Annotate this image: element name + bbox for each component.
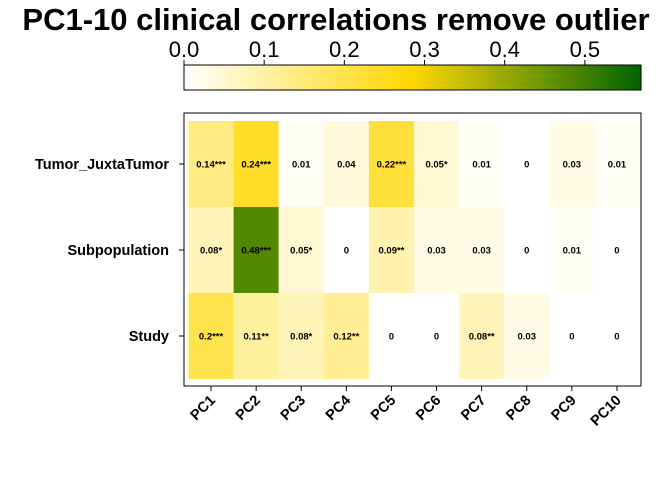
cell-value-label: 0	[614, 246, 619, 257]
cell-value-label: 0.24***	[241, 160, 271, 171]
column-label: PC3	[278, 393, 309, 424]
heatmap-cell	[414, 293, 460, 379]
heatmap-cell	[188, 121, 234, 207]
heatmap-cell	[278, 293, 324, 379]
color-scale-tick-label: 0.5	[570, 37, 601, 62]
heatmap-cell	[504, 293, 550, 379]
cell-value-label: 0.08*	[290, 332, 312, 343]
heatmap-cell	[594, 207, 640, 293]
heatmap-cell	[368, 207, 414, 293]
column-label: PC8	[503, 393, 534, 424]
color-scale-legend: 0.0 0.1 0.2 0.3 0.4 0.5	[169, 37, 642, 91]
chart-title: PC1-10 clinical correlations remove outl…	[22, 2, 649, 37]
heatmap-cell	[504, 207, 550, 293]
cell-value-label: 0.05*	[290, 246, 312, 257]
heatmap-cell	[414, 207, 460, 293]
column-label: PC4	[323, 393, 354, 424]
cell-value-label: 0.03	[472, 246, 491, 257]
cell-value-label: 0	[524, 160, 529, 171]
heatmap-cell	[459, 207, 505, 293]
cell-value-label: 0	[569, 332, 574, 343]
cell-value-label: 0	[434, 332, 439, 343]
cell-value-label: 0.05*	[425, 160, 447, 171]
heatmap-cell	[459, 121, 505, 207]
cell-value-label: 0.01	[292, 160, 311, 171]
heatmap-cell	[504, 121, 550, 207]
cell-value-label: 0.01	[608, 160, 627, 171]
cell-value-label: 0.01	[563, 246, 582, 257]
cell-value-label: 0	[524, 246, 529, 257]
column-label: PC10	[588, 393, 625, 430]
heatmap-cell	[233, 293, 279, 379]
heatmap-cell	[323, 121, 369, 207]
heatmap-cell	[594, 121, 640, 207]
cell-value-label: 0.48***	[241, 246, 271, 257]
cell-value-label: 0.03	[563, 160, 582, 171]
column-label: PC7	[458, 393, 489, 424]
heatmap-cell	[459, 293, 505, 379]
heatmap-cell	[233, 207, 279, 293]
heatmap-cell	[278, 207, 324, 293]
cell-value-label: 0.08*	[200, 246, 222, 257]
cell-value-label: 0.09**	[379, 246, 405, 257]
cell-value-label: 0.08**	[469, 332, 495, 343]
cell-value-label: 0.03	[518, 332, 537, 343]
heatmap-cell	[594, 293, 640, 379]
cell-value-label: 0.03	[427, 246, 446, 257]
cell-value-label: 0.04	[337, 160, 356, 171]
cell-value-label: 0.01	[472, 160, 491, 171]
color-scale-bar	[183, 64, 642, 91]
column-label: PC6	[413, 393, 444, 424]
column-label: PC5	[368, 393, 399, 424]
cell-value-label: 0.12**	[333, 332, 359, 343]
column-labels: PC1 PC2 PC3 PC4 PC5 PC6 PC7 PC8 PC9 PC10	[188, 386, 625, 429]
row-label: Subpopulation	[68, 243, 169, 259]
heatmap-cells: 0.14*** 0.24*** 0.01 0.04 0.22*** 0.05* 0.01 0 0…	[188, 121, 640, 379]
row-label: Tumor_JuxtaTumor	[35, 157, 169, 173]
row-label: Study	[129, 329, 169, 345]
cell-value-label: 0.22***	[377, 160, 407, 171]
column-label: PC2	[233, 393, 264, 424]
heatmap-cell	[414, 121, 460, 207]
column-label: PC1	[188, 393, 219, 424]
heatmap-cell	[323, 293, 369, 379]
heatmap-cell	[368, 121, 414, 207]
cell-value-label: 0	[344, 246, 349, 257]
heatmap-cell	[188, 293, 234, 379]
cell-value-label: 0.11**	[243, 332, 269, 343]
heatmap-cell	[278, 121, 324, 207]
heatmap-cell	[368, 293, 414, 379]
column-label: PC9	[548, 393, 579, 424]
color-scale-tick-label: 0.4	[489, 37, 520, 62]
cell-value-label: 0	[614, 332, 619, 343]
color-scale-tick-label: 0.1	[249, 37, 280, 62]
row-labels: Tumor_JuxtaTumor Subpopulation Study	[35, 157, 184, 345]
color-scale-tick-label: 0.3	[409, 37, 440, 62]
cell-value-label: 0.14***	[196, 160, 226, 171]
heatmap-cell	[188, 207, 234, 293]
heatmap-cell	[549, 293, 595, 379]
cell-value-label: 0.2***	[199, 332, 224, 343]
heatmap-cell	[549, 121, 595, 207]
cell-value-label: 0	[389, 332, 394, 343]
color-scale-tick-label: 0.0	[169, 37, 200, 62]
heatmap-cell	[323, 207, 369, 293]
heatmap-cell	[233, 121, 279, 207]
color-scale-tick-label: 0.2	[329, 37, 360, 62]
heatmap-cell	[549, 207, 595, 293]
